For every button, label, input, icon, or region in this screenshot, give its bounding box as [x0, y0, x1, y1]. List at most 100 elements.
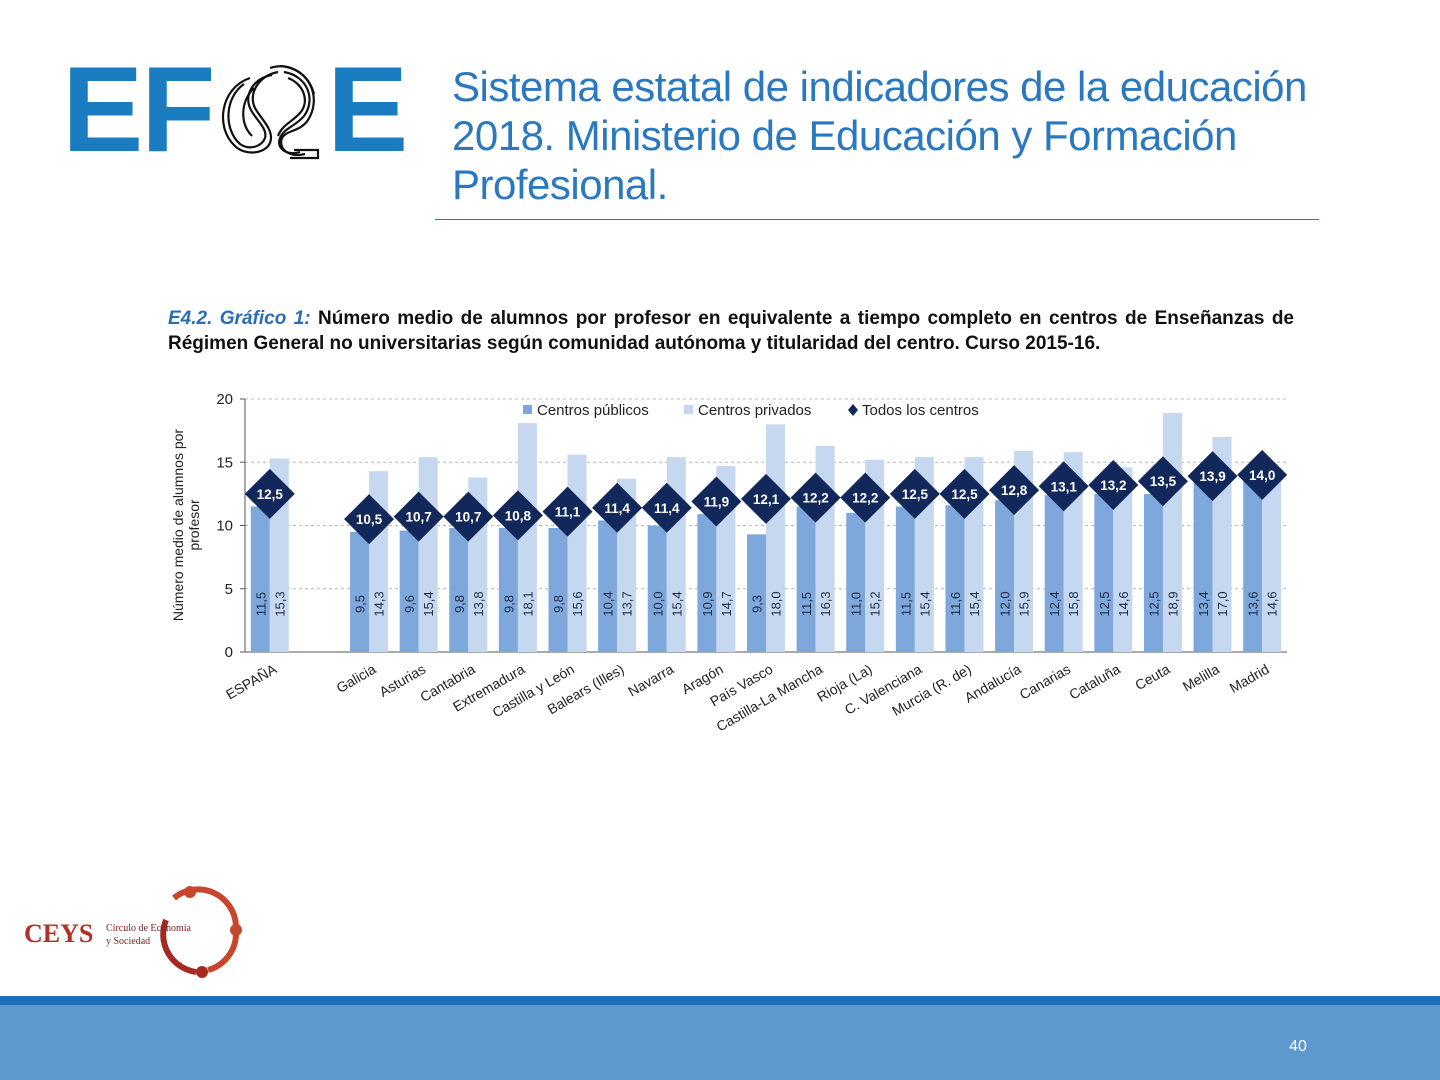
marker-all-centers: [492, 490, 543, 541]
bar-public: [995, 500, 1015, 652]
efe-logo-letter-e1: E: [62, 41, 146, 177]
bar-public: [399, 530, 419, 652]
bar-value-label: 14,6: [1265, 591, 1280, 616]
bar-value-label: 10,0: [650, 591, 665, 616]
bar-value-label: 15,4: [669, 591, 684, 616]
x-tick-label: Canarias: [1017, 661, 1074, 703]
efe-logo-letter-e2: E: [327, 41, 411, 177]
bar-value-label: 18,1: [520, 591, 535, 616]
bar-public: [598, 520, 618, 652]
y-tick-label: 15: [216, 454, 233, 471]
bar-value-label: 11,5: [898, 592, 913, 616]
marker-value-label: 12,5: [257, 487, 284, 502]
bar-public: [498, 528, 518, 652]
ceys-logo: CEYS Círculo de Economía y Sociedad: [24, 886, 242, 978]
y-axis-label: Número medio de alumnos porprofesor: [170, 429, 202, 622]
footer-line: [0, 996, 1440, 1005]
x-tick-label: Galicia: [333, 661, 378, 696]
x-tick-label: Navarra: [625, 661, 676, 700]
marker-value-label: 11,9: [704, 494, 730, 509]
marker-all-centers: [344, 494, 395, 545]
ceys-logo-mark: CEYS: [24, 919, 93, 948]
bar-private: [1262, 467, 1282, 652]
ceys-dot-icon: [196, 966, 208, 978]
marker-all-centers: [592, 482, 643, 533]
page-number: 40: [1289, 1038, 1307, 1055]
marker-value-label: 13,1: [1051, 479, 1078, 494]
y-tick-label: 5: [225, 581, 233, 598]
marker-all-centers: [393, 491, 444, 542]
bar-value-label: 11,5: [253, 592, 268, 616]
chart-caption: E4.2. Gráfico 1: Número medio de alumnos…: [168, 307, 1294, 356]
marker-all-centers: [1237, 449, 1288, 500]
bar-public: [350, 531, 370, 652]
marker-value-label: 12,2: [852, 491, 878, 506]
bar-value-label: 13,4: [1196, 591, 1211, 616]
header-divider: [435, 219, 1319, 220]
ceys-dot-icon: [230, 924, 242, 936]
ceys-logo-line2: y Sociedad: [106, 936, 150, 947]
bar-value-label: 15,4: [421, 591, 436, 616]
bar-value-label: 11,0: [849, 592, 864, 616]
y-tick-label: 20: [216, 391, 233, 408]
bar-value-label: 18,0: [769, 591, 784, 616]
bar-value-label: 11,6: [948, 592, 963, 616]
bar-public: [1094, 493, 1114, 652]
x-tick-label: Andalucía: [962, 661, 1024, 706]
ceys-ring-icon: [160, 886, 239, 975]
bar-value-label: 15,4: [917, 591, 932, 616]
marker-value-label: 12,8: [1001, 483, 1028, 498]
bar-value-label: 15,6: [570, 591, 585, 616]
bar-value-label: 13,7: [620, 591, 635, 616]
legend-label: Centros públicos: [537, 402, 649, 419]
marker-value-label: 11,1: [555, 505, 581, 520]
bar-value-label: 17,0: [1215, 591, 1230, 616]
bar-value-label: 12,0: [998, 591, 1013, 616]
bar-public: [1143, 493, 1163, 652]
bar-value-label: 14,7: [719, 591, 734, 616]
marker-value-label: 12,2: [802, 491, 828, 506]
bar-public: [895, 506, 915, 652]
bar-value-label: 12,5: [1097, 591, 1112, 616]
footer-band: [0, 1005, 1440, 1080]
legend-label: Centros privados: [698, 402, 811, 419]
marker-value-label: 12,5: [951, 487, 978, 502]
bar-value-label: 14,3: [372, 591, 387, 616]
bar-value-label: 13,6: [1246, 591, 1261, 616]
marker-all-centers: [939, 468, 990, 519]
marker-value-label: 10,8: [505, 508, 532, 523]
bar-value-label: 12,4: [1047, 591, 1062, 616]
marker-value-label: 11,4: [654, 501, 680, 516]
x-tick-label: Madrid: [1227, 661, 1272, 696]
x-tick-label: ESPAÑA: [223, 660, 280, 702]
bar-public: [945, 505, 965, 652]
bar-public: [846, 512, 866, 652]
y-axis-label-line: Número medio de alumnos por: [170, 429, 186, 622]
bar-value-label: 14,6: [1116, 591, 1131, 616]
bar-value-label: 13,8: [471, 591, 486, 616]
ceys-dot-icon: [184, 886, 196, 898]
bar-public: [250, 506, 270, 652]
marker-value-label: 12,1: [753, 492, 780, 507]
x-tick-label: Ceuta: [1132, 661, 1173, 694]
y-tick-label: 0: [225, 644, 233, 661]
bar-value-label: 9,8: [501, 595, 516, 613]
bar-value-label: 9,8: [452, 595, 467, 613]
marker-value-label: 10,7: [406, 510, 432, 525]
bar-value-label: 16,3: [818, 591, 833, 616]
bar-value-label: 9,5: [353, 595, 368, 613]
bar-value-label: 12,5: [1146, 591, 1161, 616]
bar-public: [449, 528, 469, 652]
marker-value-label: 10,7: [455, 510, 481, 525]
bar-public: [1044, 495, 1064, 652]
legend-label: Todos los centros: [862, 402, 979, 419]
marker-all-centers: [1038, 461, 1089, 512]
bar-value-label: 9,3: [750, 595, 765, 613]
marker-value-label: 13,9: [1199, 469, 1225, 484]
marker-value-label: 13,2: [1100, 478, 1126, 493]
y-tick-label: 10: [216, 518, 233, 535]
marker-value-label: 12,5: [902, 487, 929, 502]
legend-swatch: [523, 405, 532, 414]
ceys-logo-line1: Círculo de Economía: [106, 923, 192, 934]
